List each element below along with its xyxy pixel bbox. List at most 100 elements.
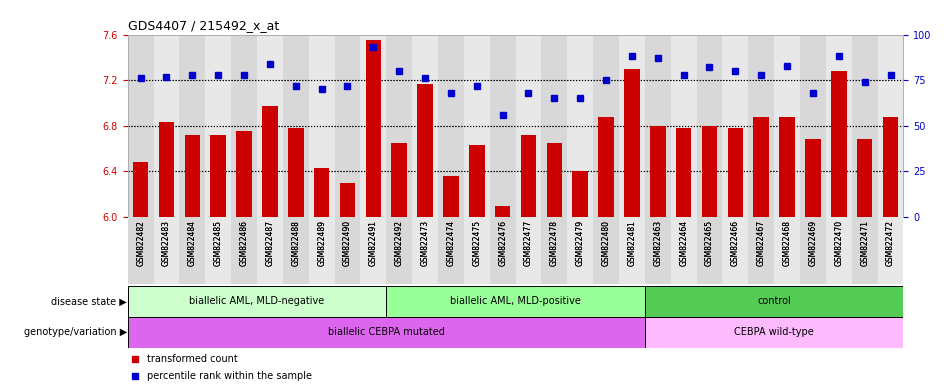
Bar bbox=[469, 145, 484, 217]
Bar bbox=[438, 35, 464, 217]
Bar bbox=[723, 217, 748, 284]
Text: GSM822470: GSM822470 bbox=[834, 220, 843, 266]
Text: GSM822482: GSM822482 bbox=[136, 220, 145, 266]
Text: GSM822481: GSM822481 bbox=[627, 220, 637, 266]
Text: GSM822472: GSM822472 bbox=[886, 220, 895, 266]
Bar bbox=[262, 106, 278, 217]
Bar bbox=[412, 35, 438, 217]
Bar bbox=[593, 35, 619, 217]
Bar bbox=[619, 217, 645, 284]
Bar bbox=[128, 35, 153, 217]
Bar bbox=[780, 117, 795, 217]
Bar bbox=[128, 217, 153, 284]
Text: GSM822464: GSM822464 bbox=[679, 220, 688, 266]
Text: GDS4407 / 215492_x_at: GDS4407 / 215492_x_at bbox=[128, 19, 279, 32]
Bar bbox=[800, 35, 826, 217]
Text: GSM822490: GSM822490 bbox=[343, 220, 352, 266]
Bar bbox=[205, 217, 231, 284]
Bar bbox=[723, 35, 748, 217]
Text: GSM822484: GSM822484 bbox=[188, 220, 197, 266]
Text: GSM822478: GSM822478 bbox=[550, 220, 559, 266]
Bar bbox=[645, 317, 903, 348]
Bar bbox=[180, 217, 205, 284]
Bar bbox=[645, 286, 903, 317]
Text: GSM822487: GSM822487 bbox=[266, 220, 274, 266]
Bar bbox=[132, 162, 149, 217]
Bar bbox=[180, 35, 205, 217]
Text: GSM822481: GSM822481 bbox=[627, 220, 637, 266]
Bar bbox=[392, 143, 407, 217]
Bar bbox=[520, 135, 536, 217]
Bar bbox=[464, 217, 490, 284]
Bar bbox=[231, 217, 257, 284]
Bar bbox=[774, 35, 800, 217]
Bar bbox=[308, 217, 335, 284]
Text: GSM822488: GSM822488 bbox=[291, 220, 300, 266]
Text: GSM822490: GSM822490 bbox=[343, 220, 352, 266]
Text: GSM822476: GSM822476 bbox=[499, 220, 507, 266]
Bar bbox=[128, 286, 386, 317]
Text: GSM822482: GSM822482 bbox=[136, 220, 145, 266]
Bar bbox=[205, 35, 231, 217]
Text: disease state ▶: disease state ▶ bbox=[51, 296, 127, 306]
Bar bbox=[386, 217, 412, 284]
Text: GSM822477: GSM822477 bbox=[524, 220, 533, 266]
Bar bbox=[257, 35, 283, 217]
Bar bbox=[671, 35, 696, 217]
Text: GSM822464: GSM822464 bbox=[679, 220, 688, 266]
Bar bbox=[696, 217, 723, 284]
Bar bbox=[878, 35, 903, 217]
Text: GSM822468: GSM822468 bbox=[782, 220, 792, 266]
Bar bbox=[153, 35, 180, 217]
Bar bbox=[619, 35, 645, 217]
Bar bbox=[753, 117, 769, 217]
Text: GSM822483: GSM822483 bbox=[162, 220, 171, 266]
Text: control: control bbox=[757, 296, 791, 306]
Text: GSM822463: GSM822463 bbox=[654, 220, 662, 266]
Bar bbox=[365, 40, 381, 217]
Text: GSM822475: GSM822475 bbox=[472, 220, 482, 266]
Text: GSM822469: GSM822469 bbox=[809, 220, 817, 266]
Bar bbox=[645, 217, 671, 284]
Bar bbox=[857, 139, 872, 217]
Bar bbox=[128, 317, 645, 348]
Bar bbox=[826, 35, 851, 217]
Bar bbox=[340, 183, 356, 217]
Bar bbox=[702, 126, 717, 217]
Text: GSM822489: GSM822489 bbox=[317, 220, 326, 266]
Bar bbox=[883, 117, 899, 217]
Bar bbox=[184, 135, 201, 217]
Bar bbox=[727, 128, 744, 217]
Text: GSM822467: GSM822467 bbox=[757, 220, 765, 266]
Text: GSM822465: GSM822465 bbox=[705, 220, 714, 266]
Text: GSM822475: GSM822475 bbox=[472, 220, 482, 266]
Bar bbox=[314, 168, 329, 217]
Bar bbox=[696, 35, 723, 217]
Text: GSM822486: GSM822486 bbox=[239, 220, 249, 266]
Bar bbox=[490, 35, 516, 217]
Bar bbox=[335, 35, 360, 217]
Text: GSM822469: GSM822469 bbox=[809, 220, 817, 266]
Text: GSM822485: GSM822485 bbox=[214, 220, 222, 266]
Text: GSM822483: GSM822483 bbox=[162, 220, 171, 266]
Bar bbox=[283, 217, 308, 284]
Bar bbox=[386, 286, 645, 317]
Text: GSM822471: GSM822471 bbox=[860, 220, 869, 266]
Bar bbox=[593, 217, 619, 284]
Bar bbox=[675, 128, 692, 217]
Bar bbox=[878, 217, 903, 284]
Text: GSM822479: GSM822479 bbox=[576, 220, 585, 266]
Bar bbox=[831, 71, 847, 217]
Bar bbox=[236, 131, 252, 217]
Text: GSM822488: GSM822488 bbox=[291, 220, 300, 266]
Text: GSM822480: GSM822480 bbox=[602, 220, 610, 266]
Text: GSM822480: GSM822480 bbox=[602, 220, 610, 266]
Text: CEBPA wild-type: CEBPA wild-type bbox=[734, 327, 814, 337]
Text: GSM822492: GSM822492 bbox=[394, 220, 404, 266]
Text: GSM822491: GSM822491 bbox=[369, 220, 377, 266]
Text: GSM822471: GSM822471 bbox=[860, 220, 869, 266]
Text: GSM822489: GSM822489 bbox=[317, 220, 326, 266]
Text: GSM822473: GSM822473 bbox=[421, 220, 429, 266]
Text: GSM822478: GSM822478 bbox=[550, 220, 559, 266]
Text: GSM822484: GSM822484 bbox=[188, 220, 197, 266]
